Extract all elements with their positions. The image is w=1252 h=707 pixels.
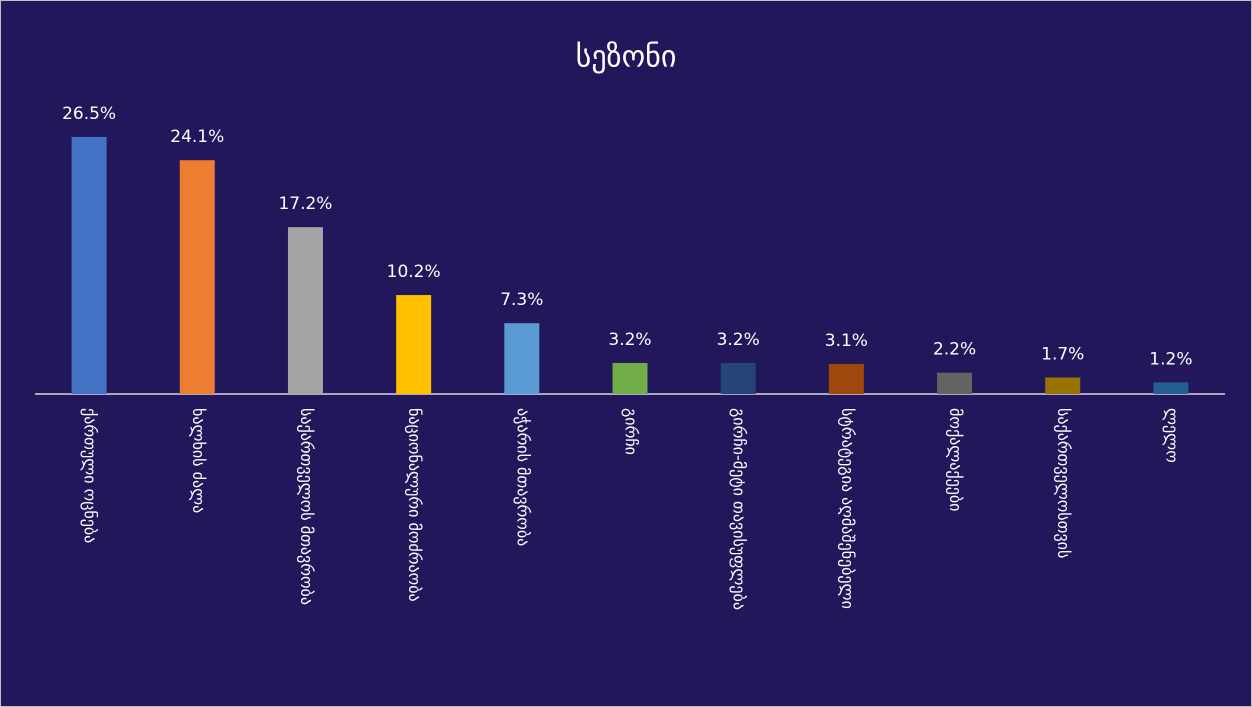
- data-label: 3.1%: [825, 331, 868, 351]
- x-tick-label: გირჩი-მეტი თავისუფლება: [730, 408, 749, 610]
- x-tick-label: ნაციონალური მოძრაობა: [405, 408, 424, 602]
- data-label: 26.5%: [62, 104, 116, 124]
- x-tick-label: მოქალაქეები: [946, 408, 965, 511]
- data-label: 1.2%: [1149, 349, 1192, 369]
- x-tick-label: საქართველოსთვის: [1054, 408, 1073, 558]
- x-tick-label: ხალხის ძალა: [189, 408, 208, 513]
- x-tick-label: ლელო: [1162, 408, 1181, 463]
- x-tick-label: სტრატეგია აღმაშენებელი: [838, 408, 857, 609]
- data-label: 2.2%: [933, 340, 976, 360]
- x-tick-label: აჭარის მთავრობა: [513, 408, 532, 546]
- bar: [937, 372, 973, 394]
- bar: [612, 362, 648, 394]
- bar: [504, 323, 540, 394]
- chart-title: სეზონი: [576, 40, 677, 75]
- bar: [179, 160, 215, 394]
- data-label: 7.3%: [500, 290, 543, 310]
- bar: [828, 363, 864, 394]
- bar: [396, 295, 432, 394]
- x-tick-label: გირჩი: [622, 408, 641, 455]
- x-tick-label: ქართული ოცნება: [81, 408, 100, 543]
- data-label: 10.2%: [387, 262, 441, 282]
- data-label: 17.2%: [278, 194, 332, 214]
- bar: [71, 136, 107, 394]
- bar: [287, 227, 323, 394]
- data-label: 3.2%: [608, 330, 651, 350]
- data-label: 1.7%: [1041, 345, 1084, 365]
- data-label: 24.1%: [170, 127, 224, 147]
- bar: [1045, 377, 1081, 394]
- x-tick-label: საქართველოს მთავრობა: [297, 408, 316, 605]
- bar: [1153, 382, 1189, 394]
- data-label: 3.2%: [717, 330, 760, 350]
- bar: [720, 362, 756, 394]
